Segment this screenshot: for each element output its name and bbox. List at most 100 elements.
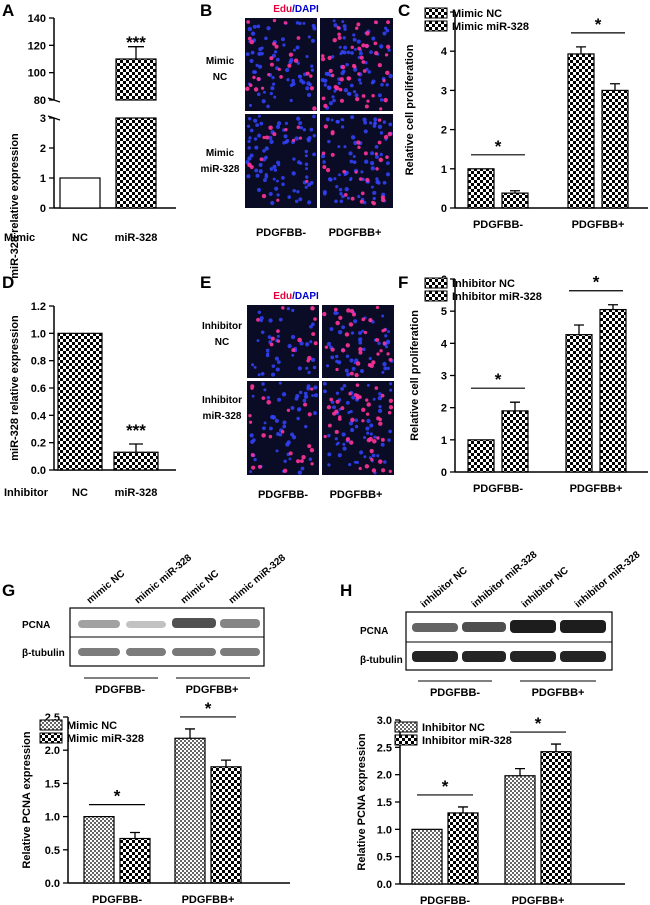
dapi-nucleus	[273, 50, 278, 54]
dapi-nucleus	[389, 382, 393, 386]
dapi-nucleus	[379, 152, 383, 157]
dapi-nucleus	[373, 117, 378, 122]
dapi-nucleus	[266, 26, 271, 31]
panel-d-ytick-label: 0.0	[31, 465, 46, 477]
dapi-nucleus	[357, 337, 363, 342]
dapi-nucleus	[309, 340, 313, 344]
panel-g-ytick-label: 0.0	[45, 878, 60, 890]
panel-e-tile-4	[322, 381, 394, 475]
edu-nucleus	[340, 64, 346, 70]
edu-nucleus	[279, 75, 283, 79]
edu-nucleus	[358, 350, 363, 355]
edu-nucleus	[307, 444, 312, 449]
panel-h-bar-nc-0	[411, 828, 443, 885]
dapi-nucleus	[352, 160, 357, 165]
dapi-nucleus	[256, 24, 261, 29]
dapi-nucleus	[336, 119, 340, 124]
dapi-nucleus	[305, 54, 309, 59]
panel-b-tile-3-bg	[245, 114, 317, 208]
panel-h-band	[462, 622, 506, 632]
edu-nucleus	[321, 96, 326, 101]
dapi-nucleus	[260, 372, 265, 376]
dapi-nucleus	[254, 145, 259, 150]
edu-nucleus	[262, 135, 266, 140]
panel-e-tile-3	[247, 381, 319, 475]
dapi-nucleus	[383, 366, 388, 371]
dapi-nucleus	[330, 118, 334, 122]
edu-nucleus	[297, 337, 302, 343]
edu-nucleus	[348, 322, 354, 327]
panel-d-ytick-label: 0.8	[31, 356, 46, 368]
panel-g-ytick-label: 1.5	[45, 778, 60, 790]
dapi-nucleus	[379, 131, 384, 135]
panel-c-bar-nc-0	[467, 168, 495, 209]
dapi-nucleus	[370, 166, 375, 171]
dapi-nucleus	[304, 185, 308, 189]
dapi-nucleus	[334, 199, 338, 204]
dapi-nucleus	[247, 146, 251, 150]
edu-nucleus	[276, 329, 280, 333]
dapi-nucleus	[313, 411, 317, 415]
panel-h-ytick-label: 1.0	[377, 824, 392, 836]
panel-g-significance: *	[114, 787, 121, 806]
edu-nucleus	[337, 32, 341, 37]
dapi-nucleus	[376, 454, 380, 458]
dapi-nucleus	[313, 393, 319, 398]
edu-nucleus	[362, 69, 367, 73]
panel-d-ytick-label: 0.6	[31, 383, 46, 395]
edu-nucleus	[377, 62, 382, 68]
edu-nucleus	[259, 157, 264, 162]
dapi-nucleus	[358, 340, 363, 345]
dapi-nucleus	[335, 391, 340, 395]
edu-nucleus	[343, 193, 348, 197]
edu-nucleus	[339, 77, 344, 82]
edu-nucleus	[355, 96, 360, 102]
edu-nucleus	[269, 56, 274, 61]
dapi-nucleus	[356, 39, 361, 44]
edu-nucleus	[361, 419, 365, 423]
dapi-nucleus	[341, 325, 345, 330]
dapi-nucleus	[359, 368, 365, 374]
dapi-nucleus	[332, 98, 336, 103]
dapi-nucleus	[277, 397, 282, 402]
edu-nucleus	[288, 451, 293, 456]
dapi-nucleus	[342, 442, 346, 446]
dapi-nucleus	[346, 372, 351, 377]
edu-nucleus	[388, 398, 394, 403]
dapi-nucleus	[332, 19, 336, 23]
panel-h-significance: *	[535, 714, 542, 733]
dapi-nucleus	[291, 435, 297, 440]
panel-a-ytick-label: 0	[40, 203, 46, 215]
dapi-nucleus	[304, 154, 308, 158]
dapi-nucleus	[353, 319, 358, 324]
edu-nucleus	[386, 352, 390, 356]
edu-nucleus	[248, 413, 252, 418]
dapi-nucleus	[258, 64, 263, 69]
dapi-nucleus	[253, 118, 258, 123]
edu-nucleus	[277, 67, 281, 71]
dapi-nucleus	[299, 125, 304, 130]
edu-nucleus	[330, 347, 335, 352]
panel-g-ytick-label: 2.0	[45, 745, 60, 757]
panel-f-chart: Relative cell proliferation0123456*PDGFB…	[409, 273, 648, 495]
panel-c-ytick-label: 3	[441, 85, 447, 97]
dapi-nucleus	[269, 139, 274, 145]
panel-f-bar-nc-0	[467, 439, 495, 473]
edu-nucleus	[301, 454, 306, 460]
dapi-nucleus	[264, 36, 268, 41]
edu-nucleus	[355, 26, 359, 30]
panel-h-band	[510, 620, 556, 633]
panel-h-band	[510, 651, 556, 662]
dapi-nucleus	[250, 50, 255, 55]
dapi-nucleus	[305, 175, 309, 179]
dapi-nucleus	[266, 104, 270, 109]
dapi-nucleus	[275, 449, 279, 453]
panel-c-ytick-label: 1	[441, 164, 447, 176]
panel-label-g: G	[2, 581, 15, 600]
dapi-nucleus	[276, 432, 280, 436]
dapi-nucleus	[286, 307, 291, 311]
panel-h-significance: *	[442, 777, 449, 796]
panel-g-band	[126, 621, 166, 628]
edu-nucleus	[372, 201, 376, 206]
edu-nucleus	[330, 131, 335, 136]
